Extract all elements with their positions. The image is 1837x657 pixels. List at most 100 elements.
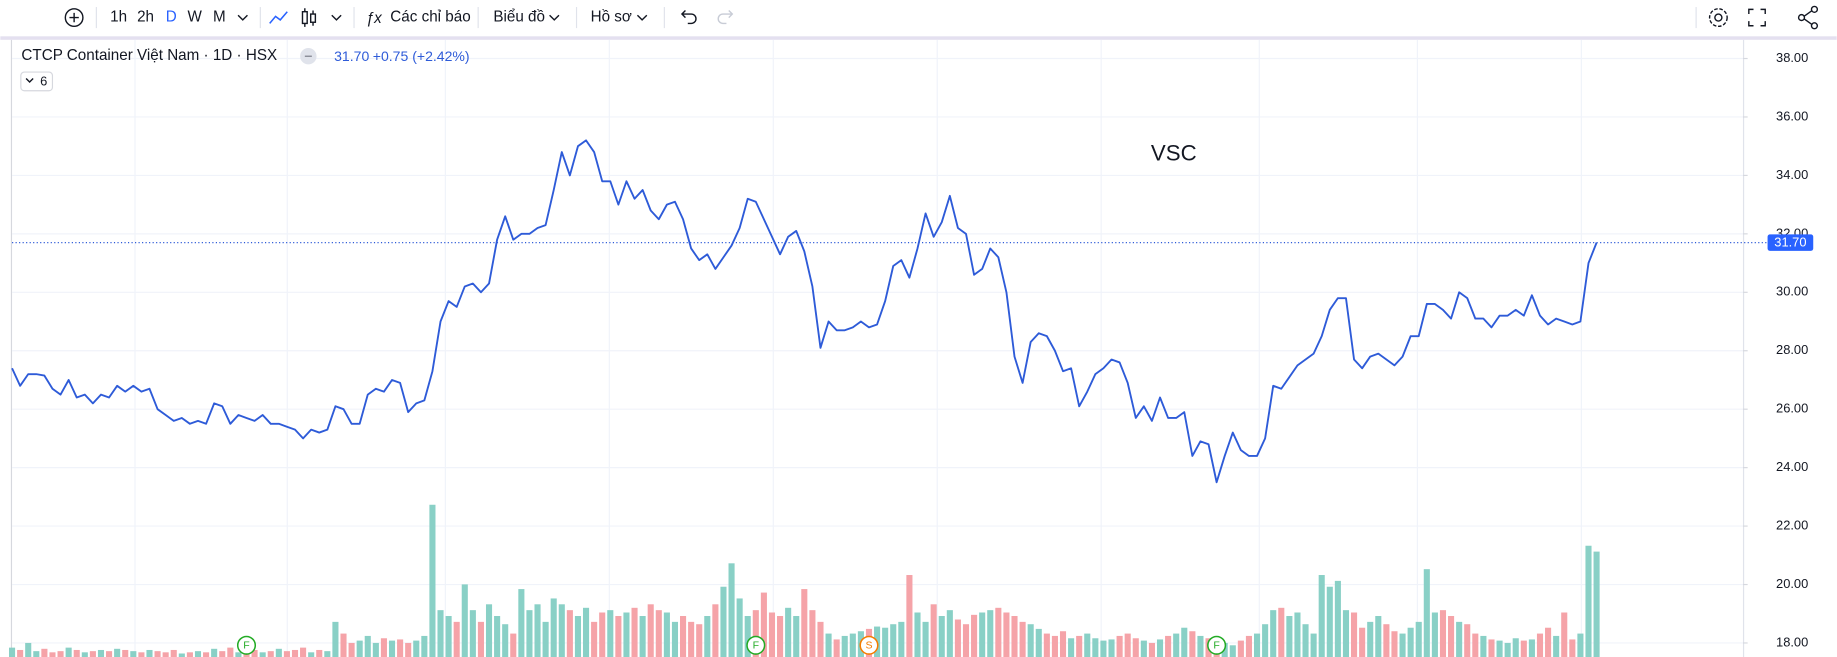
volume-bar	[922, 621, 929, 657]
volume-bar	[316, 649, 323, 657]
volume-bar	[1423, 569, 1430, 657]
event-marker[interactable]	[236, 635, 257, 655]
volume-bar	[1448, 616, 1455, 657]
volume-bar	[1302, 624, 1309, 657]
volume-bar	[340, 633, 347, 657]
volume-bar	[1051, 635, 1058, 657]
volume-bar	[728, 563, 735, 657]
volume-bar	[429, 504, 436, 657]
volume-bar	[1310, 633, 1317, 657]
volume-bar	[1593, 551, 1600, 657]
interval-button[interactable]: W	[188, 9, 203, 26]
volume-bar	[283, 651, 290, 657]
volume-bar	[485, 604, 493, 657]
volume-bar	[744, 616, 751, 657]
volume-bar	[41, 648, 48, 657]
chevron	[25, 77, 34, 83]
volume-bar	[696, 624, 703, 657]
volume-bar	[1156, 639, 1164, 657]
undo-button[interactable]	[680, 10, 697, 25]
volume-bar	[9, 647, 16, 657]
volume-bar	[1084, 633, 1091, 657]
volume-bar	[736, 598, 743, 657]
volume-bar	[793, 616, 800, 657]
volume-bar	[25, 642, 32, 657]
volume-bar	[65, 647, 72, 657]
chart-title: VSC	[1151, 140, 1197, 165]
volume-bar	[1124, 633, 1131, 657]
settings-button[interactable]	[1714, 13, 1723, 22]
candle-chart-icon[interactable]	[301, 8, 317, 27]
profile-menu[interactable]: Hồ sơ	[591, 9, 632, 26]
volume-bar	[704, 616, 711, 657]
volume-bar	[1076, 635, 1083, 657]
volume-bar	[1334, 580, 1341, 657]
volume-bar	[1504, 642, 1511, 657]
fullscreen-button[interactable]	[1748, 8, 1766, 27]
volume-bar	[178, 653, 185, 657]
interval-dropdown[interactable]	[237, 14, 248, 21]
volume-bar	[114, 648, 121, 657]
volume-bar	[518, 589, 525, 657]
event-marker[interactable]	[1207, 635, 1227, 655]
interval-button[interactable]: 2h	[137, 9, 154, 26]
volume-bar	[558, 604, 565, 657]
volume-bar	[979, 612, 986, 657]
volume-bar	[291, 649, 299, 657]
interval-button[interactable]: M	[213, 9, 226, 26]
chevron	[549, 14, 560, 21]
volume-bar	[1245, 635, 1252, 657]
interval-button[interactable]: D	[166, 9, 177, 26]
volume-bar	[777, 616, 784, 657]
event-label: F	[1213, 640, 1220, 652]
volume-bar	[170, 649, 177, 657]
volume-bar	[550, 598, 557, 657]
volume-bar	[1011, 616, 1018, 657]
volume-bar	[33, 651, 40, 657]
last-price: 31.70	[334, 48, 369, 64]
add-icon	[69, 12, 79, 23]
redo-button[interactable]	[717, 10, 734, 25]
y-tick-label: 26.00	[1776, 401, 1808, 416]
volume-bar	[599, 612, 606, 657]
studies-toggle[interactable]	[20, 71, 54, 92]
volume-bar	[259, 652, 266, 657]
line-chart-icon[interactable]	[269, 11, 288, 24]
volume-bar	[1407, 627, 1414, 657]
volume-bar	[89, 651, 96, 657]
share-button[interactable]	[1797, 5, 1819, 30]
volume-bar	[1165, 635, 1172, 657]
volume-bar	[1092, 638, 1099, 657]
volume-bar	[1253, 633, 1261, 657]
chevron	[636, 14, 648, 21]
volume-bar	[1068, 638, 1075, 657]
volume-bar	[510, 633, 517, 657]
price-change: +0.75 (+2.42%)	[373, 48, 470, 64]
volume-bar	[760, 592, 767, 657]
volume-bar	[1100, 640, 1107, 657]
volume-bar	[1318, 575, 1325, 657]
symbol-name: CTCP Container Việt Nam · 1D · HSX	[21, 47, 277, 64]
volume-bar	[938, 616, 945, 657]
event-marker[interactable]	[746, 635, 766, 655]
volume-bar	[1132, 638, 1139, 657]
y-tick-label: 36.00	[1776, 108, 1808, 123]
volume-bar	[954, 619, 961, 657]
volume-bar	[356, 640, 363, 657]
volume-bar	[348, 642, 355, 657]
indicators-button[interactable]: Các chỉ báo	[390, 9, 470, 26]
chart-menu[interactable]: Biểu đồ	[493, 9, 545, 26]
volume-bar	[1496, 640, 1503, 657]
chart-type-dropdown[interactable]	[331, 14, 342, 21]
interval-button[interactable]: 1h	[110, 9, 127, 26]
volume-bar	[1229, 645, 1236, 657]
volume-bar	[1391, 631, 1398, 657]
wick	[304, 8, 314, 27]
add-symbol-button[interactable]	[64, 8, 84, 28]
volume-bar	[1528, 639, 1535, 657]
volume-bar	[1108, 639, 1115, 657]
event-marker[interactable]	[859, 635, 879, 655]
volume-bar	[809, 610, 816, 657]
volume-bar	[607, 610, 614, 657]
volume-bar	[332, 621, 339, 657]
